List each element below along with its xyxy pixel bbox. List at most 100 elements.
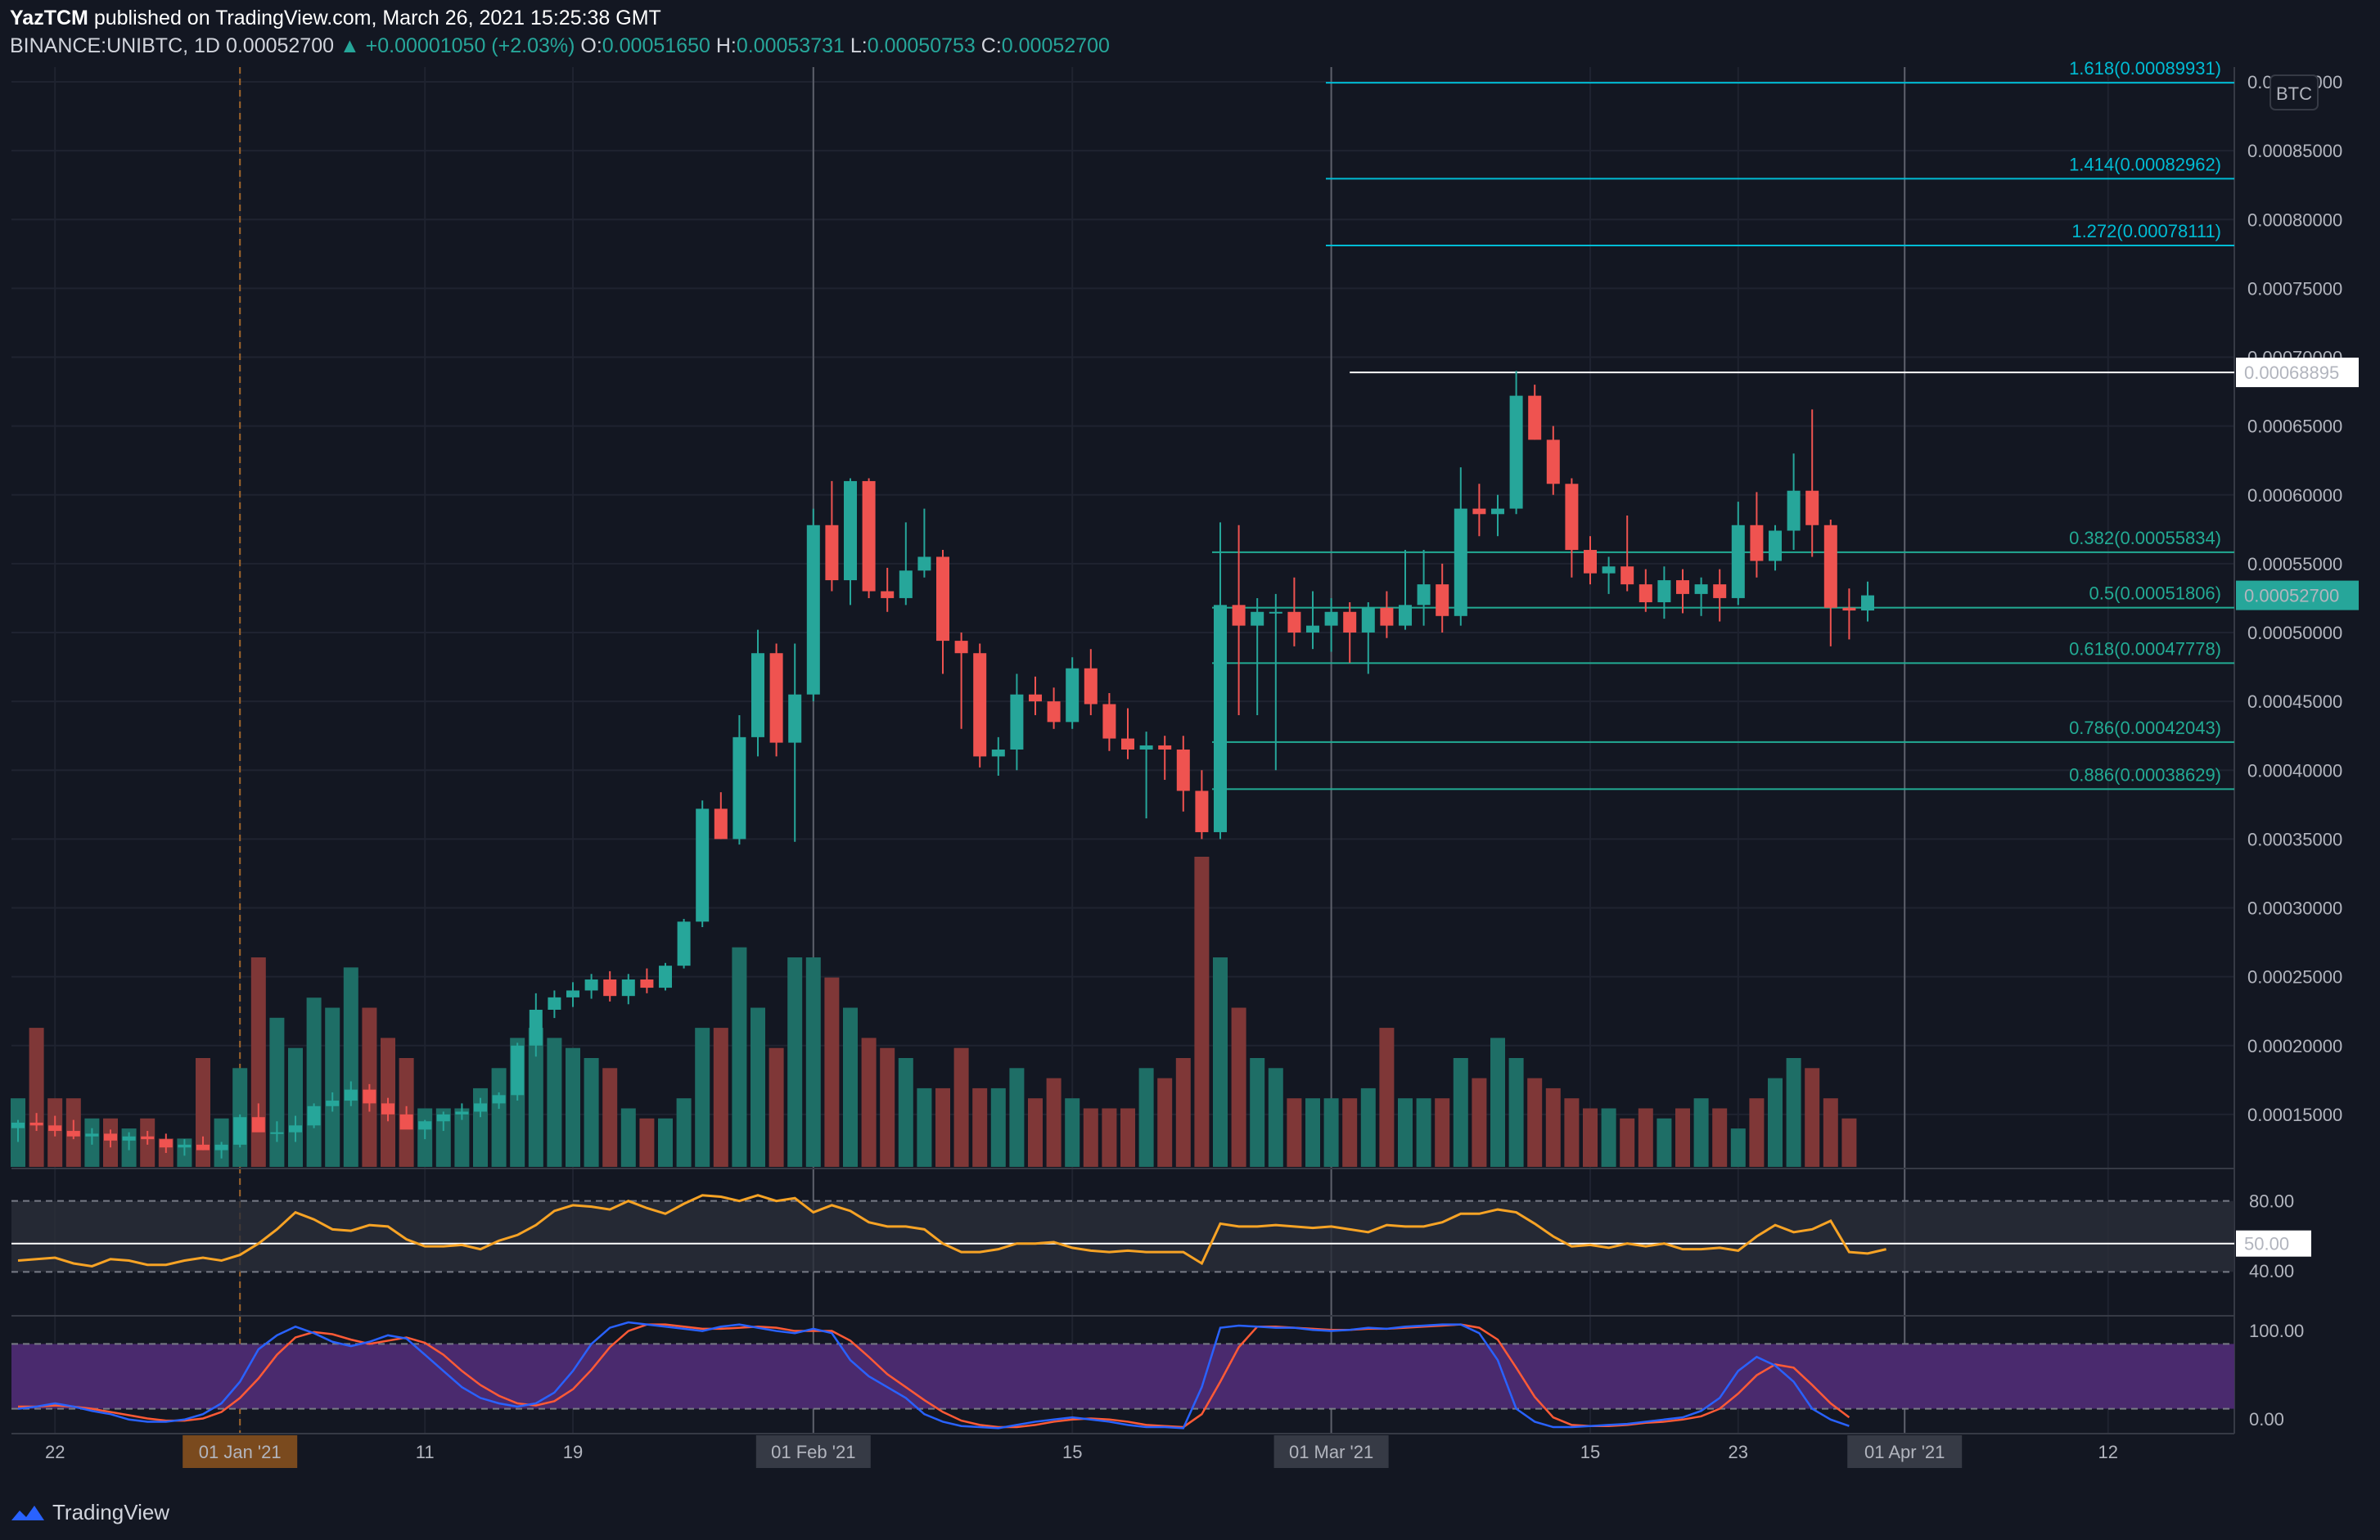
candle-body bbox=[196, 1144, 210, 1150]
open-value: 0.00051650 bbox=[602, 34, 710, 57]
low-label: L: bbox=[850, 34, 868, 57]
candle-body bbox=[991, 750, 1005, 757]
volume-bar bbox=[1749, 1098, 1765, 1167]
candle-body bbox=[677, 921, 691, 966]
rsi-level-label: 80.00 bbox=[2249, 1191, 2294, 1212]
candle-body bbox=[1361, 607, 1375, 633]
candle-body bbox=[640, 979, 654, 988]
publish-line: YazTCM published on TradingView.com, Mar… bbox=[10, 7, 661, 30]
candle-body bbox=[455, 1111, 469, 1114]
footer: TradingView bbox=[0, 1485, 2380, 1540]
volume-bar bbox=[843, 1007, 858, 1167]
rsi-line bbox=[17, 1194, 1886, 1268]
candle-body bbox=[104, 1133, 117, 1141]
volume-bar bbox=[805, 957, 821, 1167]
candle-body bbox=[917, 556, 931, 571]
candle-body bbox=[1287, 611, 1301, 633]
volume-bar bbox=[1730, 1128, 1746, 1167]
brand-name: TradingView bbox=[52, 1500, 170, 1524]
candle-body bbox=[436, 1114, 450, 1122]
volume-bar bbox=[1805, 1068, 1820, 1167]
volume-bar bbox=[990, 1087, 1006, 1167]
candle-body bbox=[603, 979, 617, 997]
volume-bar bbox=[917, 1087, 932, 1167]
price-tick-label: 0.00025000 bbox=[2247, 967, 2342, 988]
candle-body bbox=[1805, 490, 1819, 525]
volume-bar bbox=[1490, 1038, 1505, 1167]
candle-body bbox=[844, 480, 857, 581]
time-label-badge bbox=[183, 1435, 298, 1468]
volume-bar bbox=[1435, 1098, 1450, 1167]
rsi-pane bbox=[11, 1194, 2234, 1273]
volume-bar bbox=[1102, 1108, 1117, 1167]
price-tick-label: 0.00050000 bbox=[2247, 623, 2342, 643]
volume-bar bbox=[935, 1087, 950, 1167]
volume-bar bbox=[1693, 1098, 1709, 1167]
stoch-level-label: 100.00 bbox=[2249, 1321, 2304, 1341]
volume-bar bbox=[1768, 1078, 1783, 1167]
volume-bar bbox=[566, 1047, 580, 1167]
candle-body bbox=[1195, 790, 1209, 832]
volume-bar bbox=[1601, 1108, 1616, 1167]
candle-body bbox=[1713, 584, 1727, 598]
candle-body bbox=[862, 480, 876, 592]
price-tick-label: 0.00015000 bbox=[2247, 1105, 2342, 1125]
fib-retracement[interactable]: 1.618(0.00089931) 1.414(0.00082962) 1.272(… bbox=[1212, 58, 2234, 790]
time-axis[interactable]: 22 01 Jan '21 11 19 01 Feb '21 15 01 Mar '21 15… bbox=[45, 1435, 2118, 1468]
candle-body bbox=[954, 641, 968, 654]
time-tick-label: 11 bbox=[416, 1442, 435, 1462]
time-label-badge bbox=[1273, 1435, 1389, 1468]
candle-body bbox=[474, 1103, 487, 1112]
fib-level-label: 1.272(0.00078111) bbox=[2071, 221, 2221, 241]
volume-bar bbox=[269, 1017, 285, 1167]
price-tick-label: 0.00065000 bbox=[2247, 417, 2342, 437]
volume-bar bbox=[732, 947, 747, 1167]
price-axis[interactable]: 0.00015000 0.00020000 0.00025000 0.00030000… bbox=[2236, 72, 2359, 1430]
volume-bar bbox=[1287, 1098, 1302, 1167]
stoch-band bbox=[11, 1344, 2234, 1409]
candle-body bbox=[1084, 668, 1098, 705]
high-value: 0.00053731 bbox=[736, 34, 845, 57]
volume-bar bbox=[1175, 1058, 1191, 1167]
candle-body bbox=[178, 1144, 192, 1148]
candle-body bbox=[1380, 607, 1394, 626]
volume-bar bbox=[1786, 1058, 1801, 1167]
candle-body bbox=[769, 653, 783, 743]
candle-body bbox=[788, 694, 802, 743]
candle-body bbox=[1417, 584, 1431, 606]
time-label-badge bbox=[1847, 1435, 1963, 1468]
volume-bar bbox=[29, 1028, 44, 1167]
volume-bar bbox=[1342, 1098, 1358, 1167]
volume-bar bbox=[1138, 1068, 1154, 1167]
rsi-level-label: 40.00 bbox=[2249, 1261, 2294, 1281]
volume-bar bbox=[1583, 1108, 1598, 1167]
candle-body bbox=[270, 1132, 284, 1134]
candle-body bbox=[806, 525, 820, 695]
stoch-rsi-pane bbox=[11, 1321, 2234, 1430]
price-tick-label: 0.00035000 bbox=[2247, 829, 2342, 849]
candle-body bbox=[1066, 668, 1080, 723]
candle-body bbox=[714, 808, 728, 840]
time-tick-label: 01 Feb '21 bbox=[771, 1442, 855, 1462]
stoch-k-line bbox=[17, 1321, 1850, 1430]
tradingview-logo[interactable]: TradingView bbox=[10, 1500, 169, 1525]
candle-body bbox=[1602, 566, 1616, 574]
volume-bar bbox=[1453, 1058, 1468, 1167]
author-name[interactable]: YazTCM bbox=[10, 7, 88, 29]
candle-body bbox=[881, 591, 895, 598]
symbol-label[interactable]: BINANCE:UNIBTC, 1D bbox=[10, 34, 220, 57]
candle-body bbox=[621, 979, 635, 997]
candle-body bbox=[381, 1103, 394, 1114]
published-text: published on TradingView.com, March 26, … bbox=[93, 7, 661, 29]
volume-bar bbox=[639, 1118, 655, 1167]
volume-bar bbox=[972, 1087, 988, 1167]
volume-bar bbox=[769, 1047, 784, 1167]
grid-lines bbox=[11, 67, 2235, 1434]
time-tick-label: 01 Jan '21 bbox=[199, 1442, 282, 1462]
currency-badge bbox=[2270, 74, 2319, 110]
candle-body bbox=[1491, 508, 1504, 515]
candle-body bbox=[233, 1117, 247, 1145]
candle-body bbox=[548, 997, 561, 1011]
fib-level-label: 0.886(0.00038629) bbox=[2069, 764, 2221, 785]
